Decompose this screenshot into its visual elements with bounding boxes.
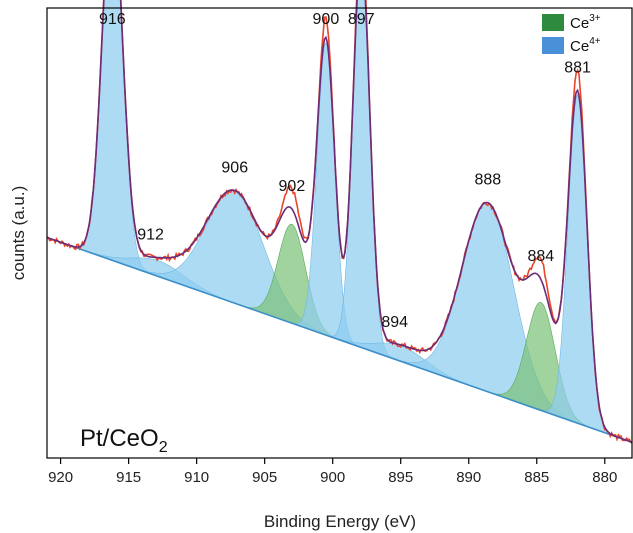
x-tick-label-885: 885 [524, 469, 549, 486]
peak-label-900: 900 [313, 11, 340, 28]
legend-swatch-ce4 [542, 37, 564, 54]
peak-label-894: 894 [381, 314, 408, 331]
peak-label-902: 902 [279, 178, 306, 195]
x-axis-title: Binding Energy (eV) [264, 512, 416, 531]
x-tick-label-910: 910 [184, 469, 209, 486]
peak-fills [46, 0, 621, 439]
x-tick-label-915: 915 [116, 469, 141, 486]
legend-swatch-ce3 [542, 14, 564, 31]
peak-label-884: 884 [527, 248, 554, 265]
x-axis-ticks: 920 915 910 905 900 895 890 885 880 [48, 458, 617, 486]
y-axis-title: counts (a.u.) [9, 186, 28, 281]
background-line [46, 236, 633, 444]
x-tick-label-900: 900 [320, 469, 345, 486]
peak-label-906: 906 [221, 159, 248, 176]
peak-label-912: 912 [137, 227, 164, 244]
peak-label-916: 916 [99, 11, 126, 28]
fit-envelope-curve [46, 0, 633, 443]
legend-label-ce4: Ce4+ [570, 36, 601, 55]
x-tick-label-890: 890 [456, 469, 481, 486]
peak-label-881: 881 [564, 59, 591, 76]
x-tick-label-895: 895 [388, 469, 413, 486]
peak-labels: 916 912 906 902 900 897 894 888 884 881 [99, 11, 591, 331]
plot-frame [46, 7, 633, 459]
peak-label-888: 888 [474, 172, 501, 189]
sample-label: Pt/CeO2 [80, 425, 168, 456]
peak-label-897: 897 [348, 11, 375, 28]
x-tick-label-905: 905 [252, 469, 277, 486]
legend-label-ce3: Ce3+ [570, 13, 601, 32]
legend: Ce3+ Ce4+ [542, 13, 601, 55]
x-tick-label-920: 920 [48, 469, 73, 486]
x-tick-label-880: 880 [592, 469, 617, 486]
